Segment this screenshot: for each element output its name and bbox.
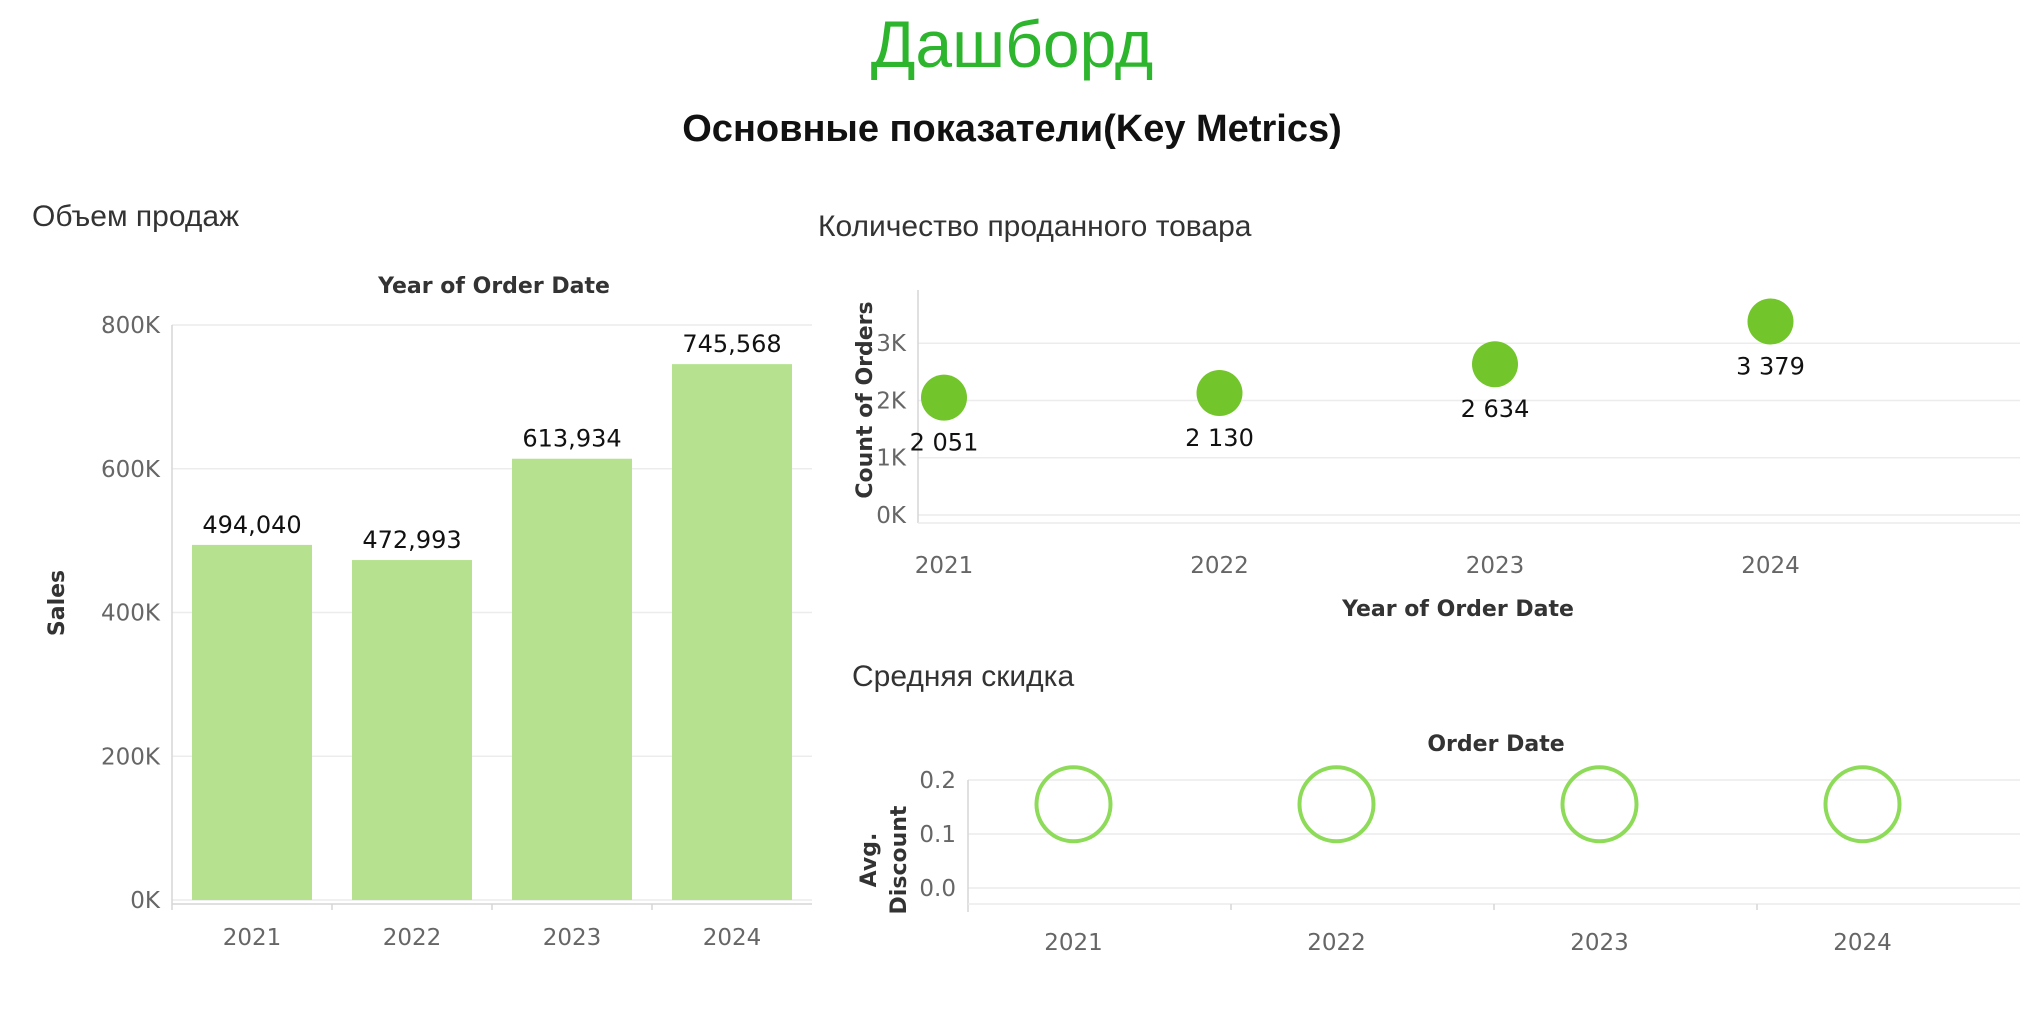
discount-ring (1560, 765, 1639, 844)
sales-bar-chart: Year of Order Date Sales 494,040 472,993 6… (45, 274, 812, 951)
discount-x-tick-label: 2023 (1570, 930, 1629, 956)
dashboard-subtitle: Основные показатели(Key Metrics) (682, 108, 1342, 150)
sales-x-tick-label: 2023 (543, 925, 602, 951)
orders-y-tick-label: 3K (876, 331, 907, 357)
discount-y-tick-label: 0.1 (919, 822, 956, 848)
orders-data-label: 2 051 (910, 429, 979, 457)
sales-y-tick-label: 800K (101, 313, 161, 339)
discount-ring (1823, 765, 1902, 844)
sales-section-title: Объем продаж (32, 200, 240, 233)
orders-x-tick-label: 2021 (915, 553, 974, 579)
sales-x-tick-label: 2024 (703, 925, 762, 951)
orders-y-axis-title: Count of Orders (853, 301, 878, 498)
orders-y-tick-label: 0K (876, 503, 907, 529)
sales-y-tick-label: 0K (130, 888, 161, 914)
orders-dot (1747, 298, 1794, 345)
discount-y-tick-label: 0.2 (919, 768, 956, 794)
discount-section-title: Средняя скидка (852, 660, 1075, 693)
orders-data-label: 3 379 (1736, 353, 1805, 381)
discount-y-tick-label: 0.0 (919, 876, 956, 902)
sales-y-axis-title: Sales (45, 570, 70, 636)
sales-bar (512, 458, 632, 900)
orders-dot (1196, 370, 1243, 417)
sales-x-tick-label: 2021 (223, 925, 282, 951)
sales-data-label: 613,934 (522, 425, 621, 453)
orders-x-axis-title: Year of Order Date (1341, 597, 1574, 622)
sales-bar (192, 544, 312, 900)
sales-x-tick-label: 2022 (383, 925, 442, 951)
sales-data-label: 494,040 (202, 511, 301, 539)
discount-x-tick-label: 2022 (1307, 930, 1366, 956)
orders-y-tick-label: 2K (876, 388, 907, 414)
orders-x-tick-label: 2024 (1741, 553, 1800, 579)
orders-section-title: Количество проданного товара (818, 210, 1252, 243)
sales-data-label: 472,993 (362, 526, 461, 554)
sales-y-tick-label: 200K (101, 744, 161, 770)
discount-y-axis-title-line2: Discount (887, 805, 912, 914)
dashboard-title: Дашборд (870, 7, 1154, 81)
orders-x-tick-label: 2023 (1466, 553, 1525, 579)
discount-ring (1297, 765, 1376, 844)
sales-y-tick-label: 600K (101, 457, 161, 483)
orders-dot-chart: Count of Orders Year of Order Date 2 051… (853, 290, 2020, 622)
sales-y-tick-label: 400K (101, 601, 161, 627)
discount-ring (1034, 765, 1113, 844)
discount-y-axis-title-line1: Avg. (857, 833, 882, 888)
sales-data-label: 745,568 (682, 330, 781, 358)
sales-x-axis-title: Year of Order Date (377, 274, 610, 299)
sales-bar (672, 364, 792, 900)
discount-x-tick-label: 2021 (1044, 930, 1103, 956)
discount-ring-chart: Order Date Avg. Discount 0.0 0.1 0.2 2021 2… (857, 732, 2020, 956)
discount-x-axis-title: Order Date (1427, 732, 1564, 757)
orders-x-tick-label: 2022 (1190, 553, 1249, 579)
orders-data-label: 2 130 (1185, 424, 1254, 452)
orders-dot (1472, 341, 1518, 388)
sales-bar (352, 560, 472, 900)
orders-dot (921, 374, 967, 421)
discount-x-tick-label: 2024 (1833, 930, 1892, 956)
orders-y-tick-label: 1K (876, 446, 907, 472)
orders-data-label: 2 634 (1461, 395, 1530, 423)
